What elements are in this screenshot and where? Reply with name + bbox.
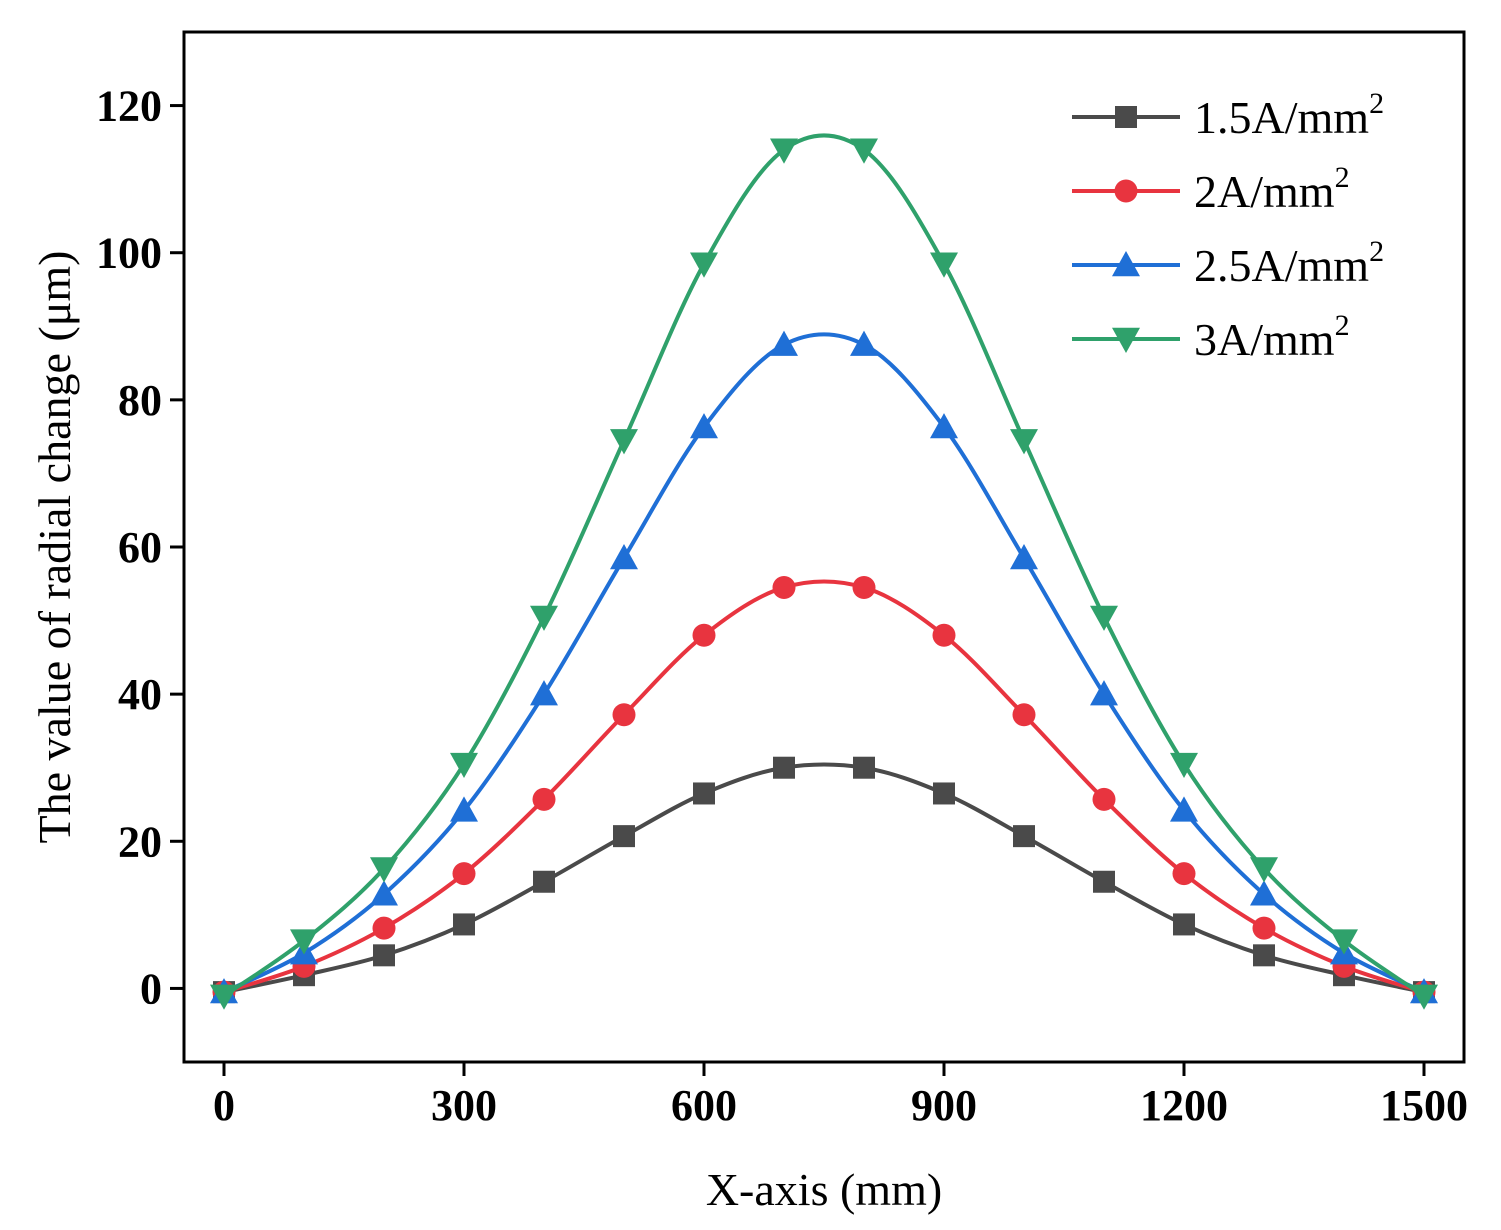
- data-point: [853, 756, 875, 779]
- data-point: [1252, 916, 1276, 940]
- data-point: [1170, 796, 1198, 822]
- data-point: [530, 605, 558, 631]
- data-point: [1330, 929, 1358, 955]
- series-1: [213, 756, 1435, 1004]
- data-point: [692, 623, 716, 647]
- legend-item: 3A/mm2: [1072, 309, 1350, 365]
- data-point: [450, 796, 478, 822]
- series-layer: [210, 133, 1438, 1010]
- data-point: [933, 782, 955, 805]
- data-point: [690, 413, 718, 439]
- y-tick-label: 20: [118, 817, 162, 866]
- series-2: [212, 575, 1436, 1004]
- data-point: [533, 870, 555, 893]
- x-tick-label: 300: [431, 1081, 497, 1130]
- legend-label: 2.5A/mm2: [1194, 235, 1384, 291]
- data-point: [210, 984, 238, 1010]
- legend-label: 3A/mm2: [1194, 309, 1350, 365]
- data-point: [613, 825, 635, 848]
- y-tick-label: 60: [118, 523, 162, 572]
- series-4: [210, 133, 1438, 1010]
- series-line: [223, 762, 1425, 995]
- data-point: [693, 782, 715, 805]
- data-point: [1010, 429, 1038, 455]
- legend-marker: [1115, 106, 1137, 128]
- data-point: [1410, 984, 1438, 1010]
- data-point: [1090, 605, 1118, 631]
- data-point: [932, 623, 956, 647]
- data-point: [1170, 752, 1198, 779]
- data-point: [1250, 880, 1278, 906]
- data-point: [1090, 680, 1118, 706]
- data-point: [852, 575, 876, 599]
- x-tick-label: 1500: [1380, 1081, 1468, 1130]
- data-point: [850, 330, 878, 356]
- data-point: [532, 787, 556, 811]
- legend-item: 2.5A/mm2: [1072, 235, 1384, 291]
- data-point: [1093, 870, 1115, 893]
- data-point: [1253, 944, 1275, 967]
- data-point: [770, 138, 798, 164]
- legend-marker: [1112, 251, 1140, 277]
- data-point: [690, 252, 718, 278]
- data-point: [610, 429, 638, 455]
- x-tick-label: 600: [671, 1081, 737, 1130]
- data-point: [1010, 544, 1038, 570]
- data-point: [290, 929, 318, 955]
- legend-marker: [1114, 179, 1138, 203]
- x-tick-label: 900: [911, 1081, 977, 1130]
- series-3: [210, 330, 1438, 1004]
- data-point: [1092, 787, 1116, 811]
- data-point: [610, 544, 638, 570]
- y-tick-label: 100: [96, 229, 162, 278]
- y-tick-label: 0: [140, 964, 162, 1013]
- data-point: [1250, 857, 1278, 883]
- data-point: [453, 913, 475, 936]
- data-point: [530, 680, 558, 706]
- data-point: [850, 138, 878, 164]
- data-point: [772, 575, 796, 599]
- data-point: [372, 916, 396, 940]
- x-tick-label: 1200: [1140, 1081, 1228, 1130]
- y-tick-label: 120: [96, 82, 162, 131]
- data-point: [1013, 825, 1035, 848]
- x-tick-label: 0: [213, 1081, 235, 1130]
- series-line: [222, 133, 1426, 998]
- data-point: [1012, 703, 1036, 727]
- legend-marker: [1112, 327, 1140, 353]
- data-point: [1173, 913, 1195, 936]
- data-point: [770, 330, 798, 356]
- data-point: [452, 862, 476, 886]
- data-point: [370, 880, 398, 906]
- data-point: [930, 413, 958, 439]
- data-point: [370, 857, 398, 883]
- data-point: [450, 752, 478, 779]
- y-axis-title: The value of radial change (μm): [29, 251, 80, 844]
- data-point: [373, 944, 395, 967]
- series-line: [223, 332, 1425, 994]
- y-tick-label: 40: [118, 670, 162, 719]
- legend: 1.5A/mm2 2A/mm2 2.5A/mm2 3A/mm2: [1072, 87, 1384, 365]
- series-line: [223, 579, 1425, 995]
- axis-ticks: 0 300 600 900 1200 1500 0 20 40 60 80 100 120: [96, 82, 1468, 1130]
- legend-item: 1.5A/mm2: [1072, 87, 1384, 143]
- legend-label: 2A/mm2: [1194, 161, 1350, 217]
- legend-label: 1.5A/mm2: [1194, 87, 1384, 143]
- x-axis-title: X-axis (mm): [706, 1164, 942, 1215]
- data-point: [612, 703, 636, 727]
- data-point: [773, 756, 795, 779]
- data-point: [1172, 862, 1196, 886]
- data-point: [930, 252, 958, 278]
- y-tick-label: 80: [118, 376, 162, 425]
- legend-item: 2A/mm2: [1072, 161, 1350, 217]
